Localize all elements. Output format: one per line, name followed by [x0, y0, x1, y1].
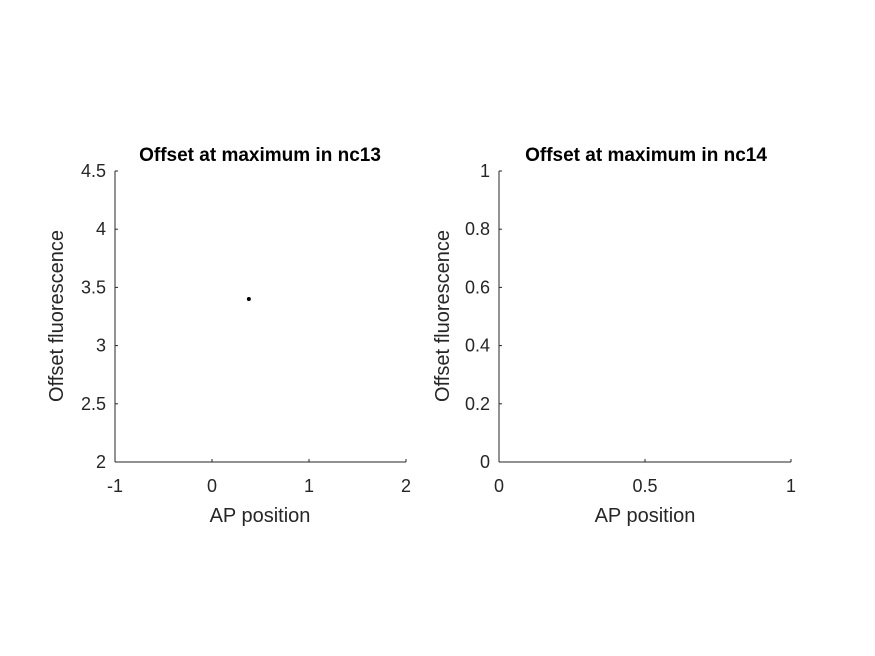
- x-tick-label: 2: [401, 476, 411, 496]
- y-tick-label: 3.5: [81, 277, 106, 297]
- x-ticks: 0 0.5 1: [494, 459, 796, 496]
- y-tick-label: 3: [96, 336, 106, 356]
- x-tick-label: 0: [207, 476, 217, 496]
- y-axis-label: Offset fluorescence: [432, 230, 454, 402]
- y-axis-label: Offset fluorescence: [46, 230, 68, 402]
- chart-title: Offset at maximum in nc13: [139, 145, 381, 166]
- y-ticks: 2 2.5 3 3.5 4 4.5: [81, 161, 118, 472]
- y-ticks: 0 0.2 0.4 0.6 0.8 1: [465, 161, 502, 472]
- chart-panel-nc13: Offset at maximum in nc13 2 2.5 3 3.5 4 4.5 -…: [46, 145, 411, 527]
- chart-title: Offset at maximum in nc14: [525, 145, 767, 166]
- y-tick-label: 0.4: [465, 336, 490, 356]
- data-points: [246, 297, 251, 302]
- x-tick-label: 0: [494, 476, 504, 496]
- y-tick-label: 4.5: [81, 161, 106, 181]
- x-axis-label: AP position: [210, 505, 311, 527]
- y-tick-label: 2.5: [81, 394, 106, 414]
- x-tick-label: -1: [107, 476, 123, 496]
- x-tick-label: 1: [304, 476, 314, 496]
- y-tick-label: 2: [96, 452, 106, 472]
- y-tick-label: 0.2: [465, 394, 490, 414]
- chart-panel-nc14: Offset at maximum in nc14 0 0.2 0.4 0.6 0.8 1…: [432, 145, 796, 527]
- data-point: [246, 297, 251, 302]
- y-tick-label: 0.6: [465, 277, 490, 297]
- x-tick-label: 1: [786, 476, 796, 496]
- x-tick-label: 0.5: [632, 476, 657, 496]
- y-tick-label: 1: [480, 161, 490, 181]
- x-ticks: -1 0 1 2: [107, 459, 411, 496]
- x-axis-label: AP position: [595, 505, 696, 527]
- y-tick-label: 0: [480, 452, 490, 472]
- y-tick-label: 4: [96, 219, 106, 239]
- y-tick-label: 0.8: [465, 219, 490, 239]
